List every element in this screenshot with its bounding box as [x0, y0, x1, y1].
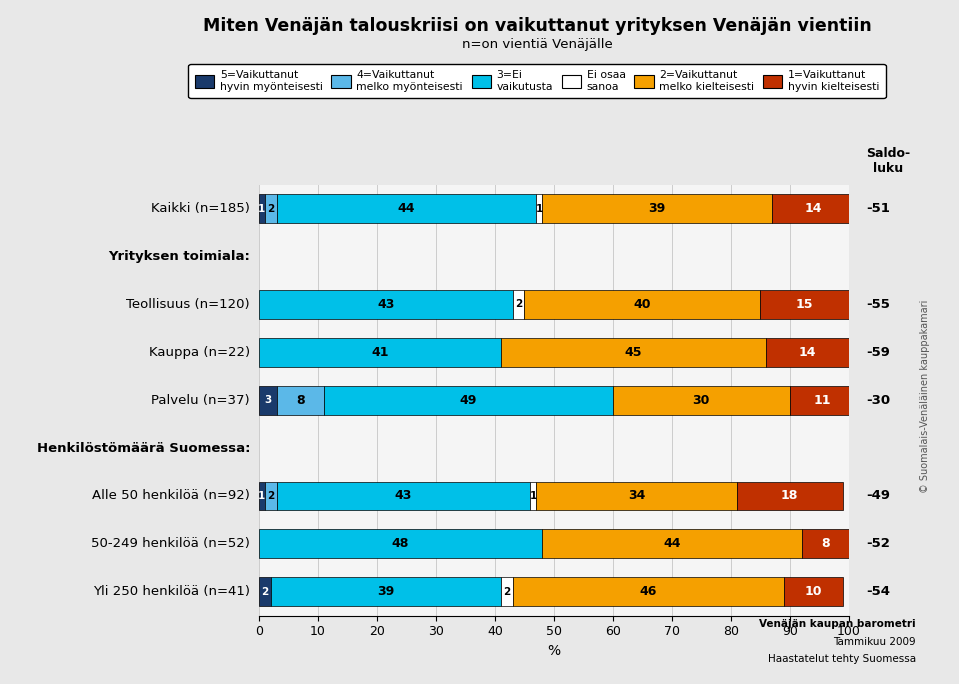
Text: -54: -54	[866, 585, 890, 598]
Text: 43: 43	[377, 298, 394, 311]
Text: -51: -51	[866, 202, 890, 215]
Bar	[259, 577, 270, 606]
Text: 1: 1	[258, 491, 266, 501]
Bar	[512, 290, 525, 319]
Text: 43: 43	[395, 489, 412, 503]
Text: 18: 18	[781, 489, 799, 503]
Text: Yli 250 henkilöä (n=41): Yli 250 henkilöä (n=41)	[93, 585, 250, 598]
Bar	[530, 482, 536, 510]
Bar	[536, 194, 542, 223]
Text: 2: 2	[261, 587, 269, 596]
Bar	[525, 290, 760, 319]
Text: Alle 50 henkilöä (n=92): Alle 50 henkilöä (n=92)	[92, 489, 250, 503]
Bar	[766, 338, 849, 367]
Bar	[265, 482, 276, 510]
Text: 48: 48	[392, 537, 409, 551]
Text: 40: 40	[634, 298, 651, 311]
Text: -55: -55	[866, 298, 890, 311]
Bar	[542, 194, 772, 223]
Bar	[324, 386, 613, 415]
Bar	[259, 529, 542, 558]
Text: 1: 1	[529, 491, 537, 501]
Text: -49: -49	[866, 489, 890, 503]
Text: Saldo-
luku: Saldo- luku	[866, 147, 910, 175]
Text: 3: 3	[264, 395, 271, 405]
Text: 41: 41	[371, 345, 388, 359]
Text: Miten Venäjän talouskriisi on vaikuttanut yrityksen Venäjän vientiin: Miten Venäjän talouskriisi on vaikuttanu…	[202, 17, 872, 35]
Text: 44: 44	[398, 202, 415, 215]
Text: 39: 39	[377, 585, 394, 598]
Text: Teollisuus (n=120): Teollisuus (n=120)	[127, 298, 250, 311]
Bar	[276, 194, 536, 223]
Text: 8: 8	[821, 537, 830, 551]
Text: 30: 30	[692, 393, 710, 407]
Bar	[259, 290, 512, 319]
Bar	[259, 338, 501, 367]
Text: 10: 10	[805, 585, 822, 598]
Text: 14: 14	[799, 345, 816, 359]
Text: -59: -59	[866, 345, 890, 359]
Text: Haastatelut tehty Suomessa: Haastatelut tehty Suomessa	[768, 654, 916, 664]
Text: Henkilöstömäärä Suomessa:: Henkilöstömäärä Suomessa:	[36, 441, 250, 455]
Bar	[737, 482, 843, 510]
Text: Tammikuu 2009: Tammikuu 2009	[833, 637, 916, 648]
Text: 2: 2	[268, 204, 274, 213]
Text: 34: 34	[628, 489, 645, 503]
Bar	[501, 338, 766, 367]
Text: 2: 2	[515, 300, 522, 309]
Bar	[276, 482, 530, 510]
Bar	[265, 194, 276, 223]
Text: Venäjän kaupan barometri: Venäjän kaupan barometri	[760, 619, 916, 629]
Bar	[542, 529, 802, 558]
Bar	[259, 482, 265, 510]
Legend: 5=Vaikuttanut
hyvin myönteisesti, 4=Vaikuttanut
melko myönteisesti, 3=Ei
vaikutu: 5=Vaikuttanut hyvin myönteisesti, 4=Vaik…	[189, 64, 885, 98]
Text: -30: -30	[866, 393, 891, 407]
Text: 14: 14	[805, 202, 822, 215]
Bar	[760, 290, 849, 319]
Text: 39: 39	[648, 202, 666, 215]
Bar	[613, 386, 790, 415]
Text: Kauppa (n=22): Kauppa (n=22)	[149, 345, 250, 359]
Text: © Suomalais-Venäläinen kauppakamari: © Suomalais-Venäläinen kauppakamari	[921, 300, 930, 493]
Text: 2: 2	[503, 587, 510, 596]
Bar	[259, 386, 276, 415]
Bar	[784, 577, 843, 606]
Text: 15: 15	[796, 298, 813, 311]
Bar	[790, 386, 854, 415]
Text: n=on vientiä Venäjälle: n=on vientiä Venäjälle	[461, 38, 613, 51]
Text: 11: 11	[813, 393, 830, 407]
Text: 50-249 henkilöä (n=52): 50-249 henkilöä (n=52)	[91, 537, 250, 551]
Bar	[259, 194, 265, 223]
Bar	[802, 529, 849, 558]
Text: 46: 46	[640, 585, 657, 598]
Text: 45: 45	[624, 345, 643, 359]
Bar	[512, 577, 784, 606]
Text: Palvelu (n=37): Palvelu (n=37)	[152, 393, 250, 407]
Text: Yrityksen toimiala:: Yrityksen toimiala:	[108, 250, 250, 263]
Text: 8: 8	[296, 393, 305, 407]
Text: Kaikki (n=185): Kaikki (n=185)	[152, 202, 250, 215]
Text: 49: 49	[459, 393, 477, 407]
Text: 44: 44	[663, 537, 681, 551]
Text: 2: 2	[268, 491, 274, 501]
Text: 1: 1	[535, 204, 543, 213]
Bar	[270, 577, 501, 606]
Bar	[536, 482, 737, 510]
Bar	[501, 577, 512, 606]
Bar	[276, 386, 324, 415]
X-axis label: %: %	[548, 644, 560, 658]
Bar	[772, 194, 854, 223]
Text: 1: 1	[258, 204, 266, 213]
Text: -52: -52	[866, 537, 890, 551]
